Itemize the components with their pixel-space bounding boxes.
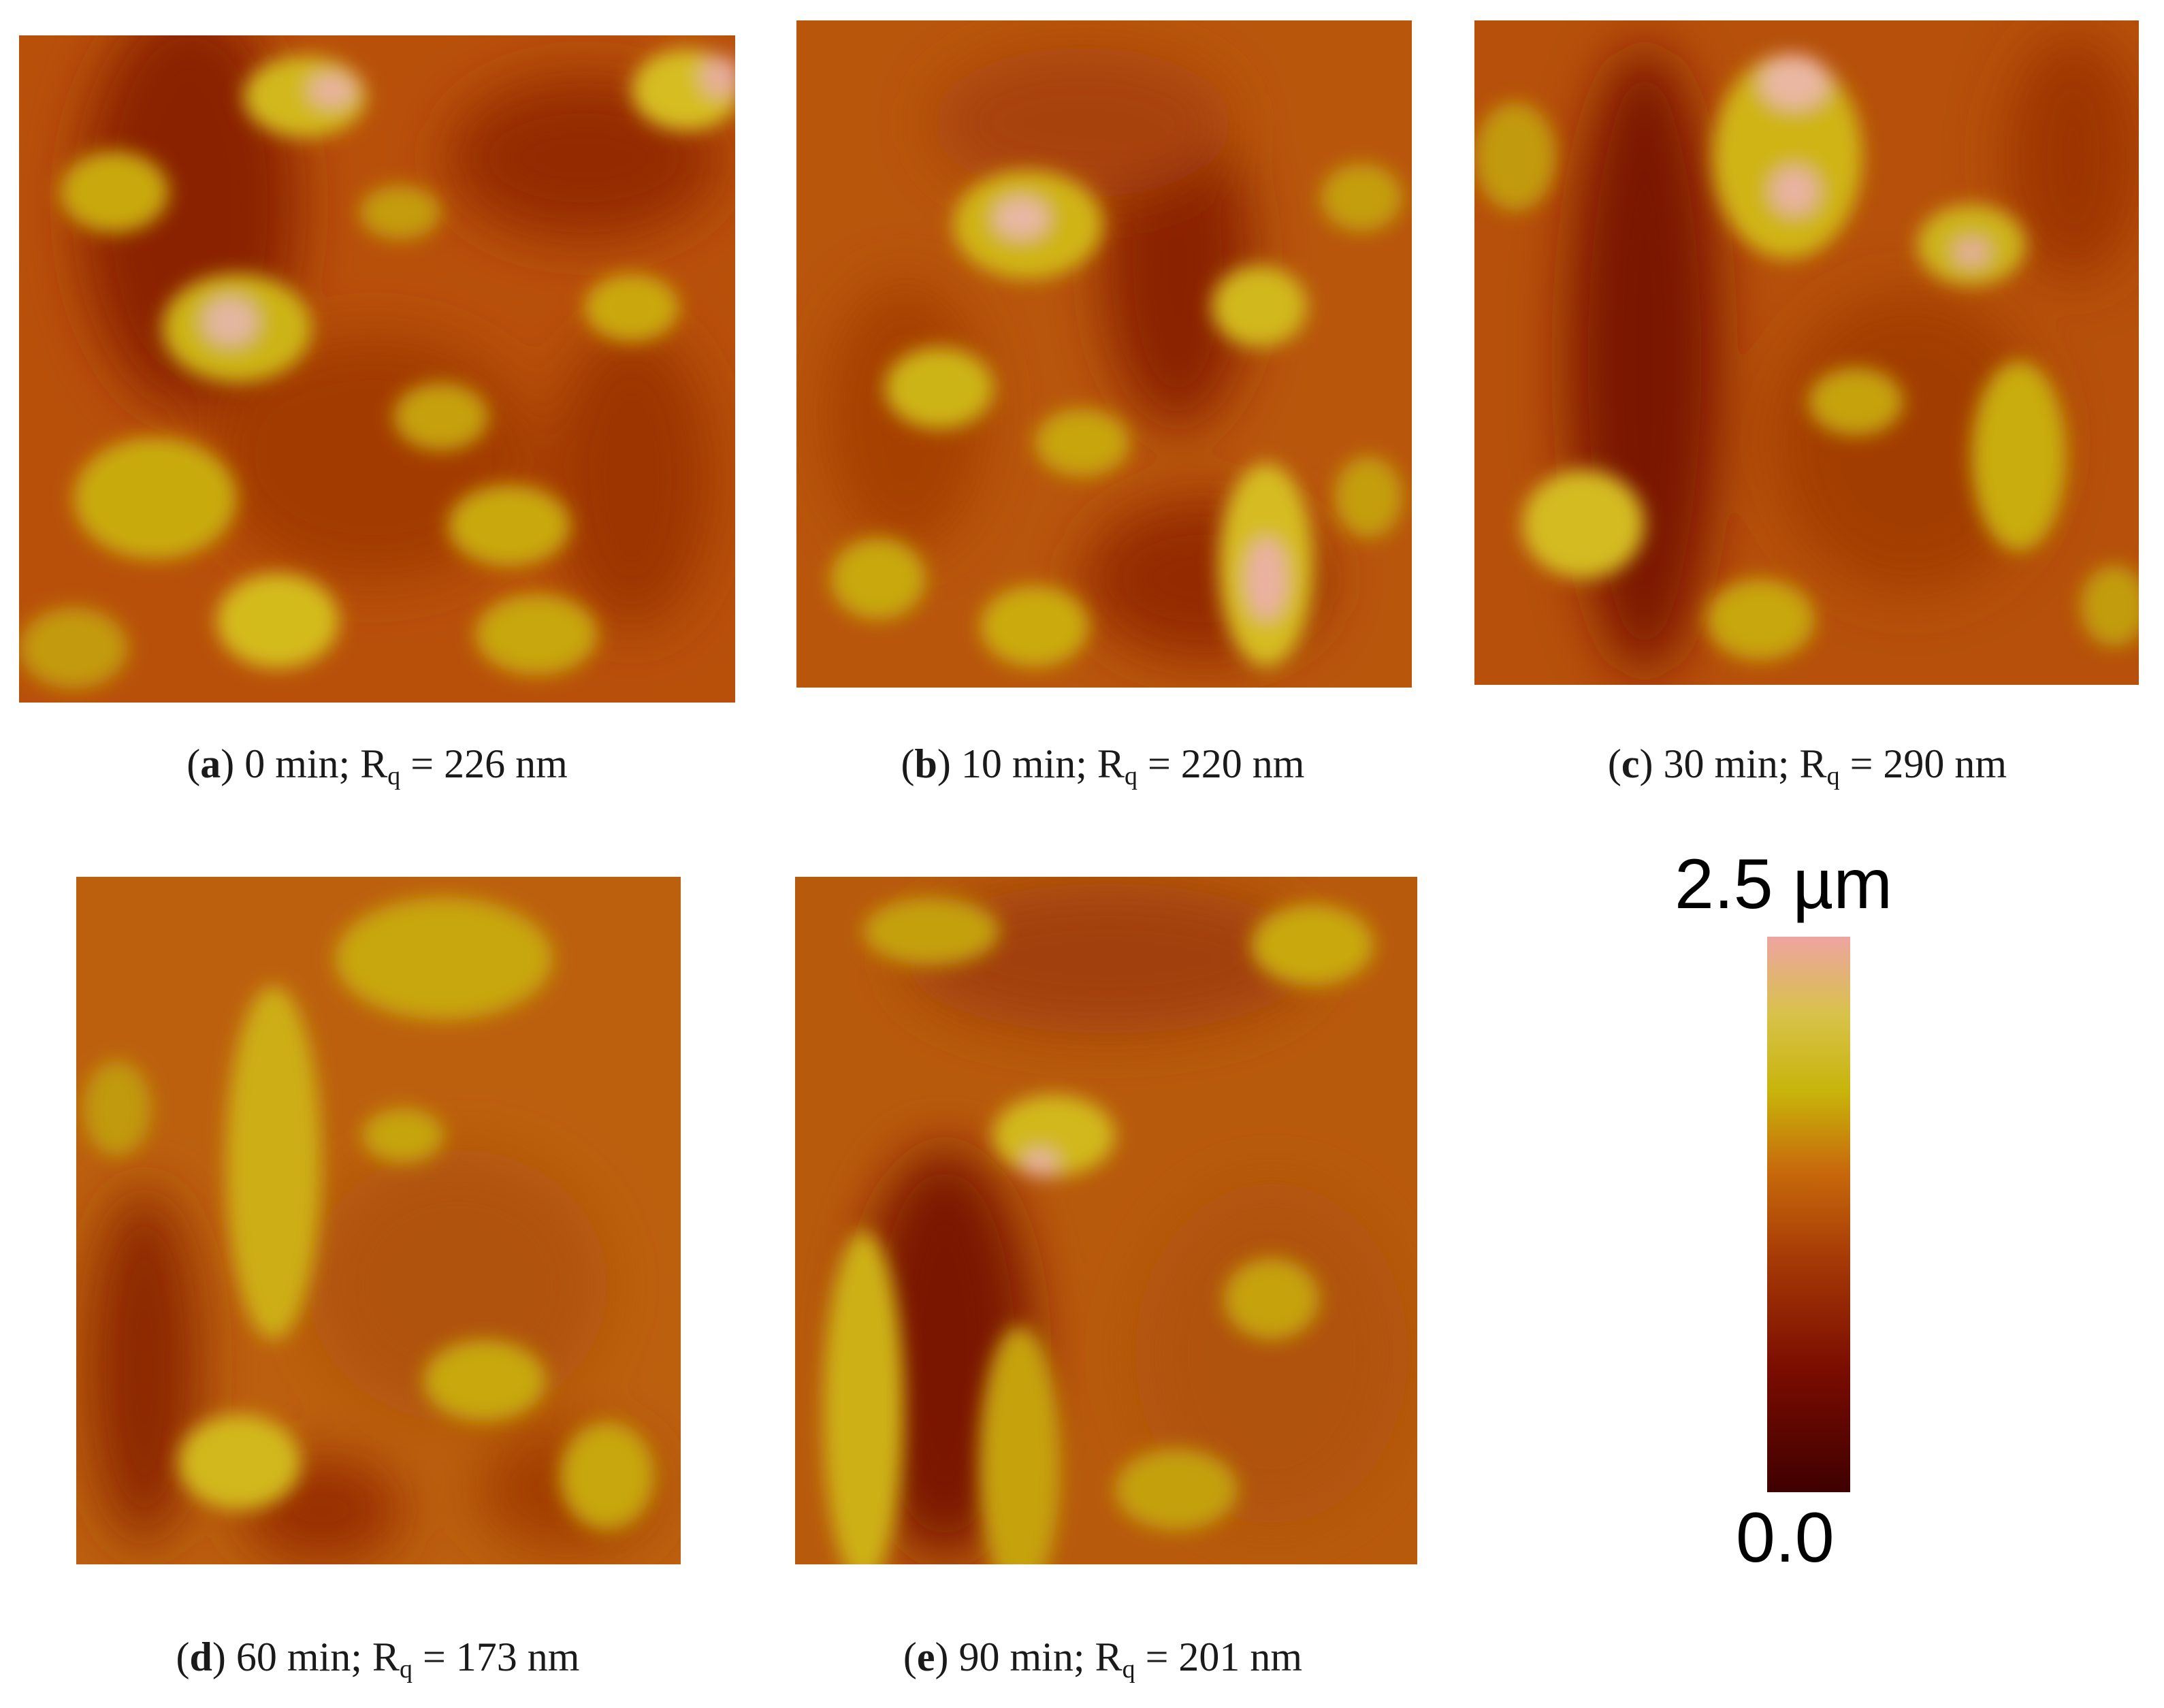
caption-a: (a) 0 min; Rq = 226 nm <box>187 741 568 790</box>
caption-d: (d) 60 min; Rq = 173 nm <box>176 1634 580 1683</box>
colorbar-max-label: 2.5 µm <box>1675 845 1893 924</box>
afm-image-c <box>1474 20 2139 685</box>
caption-b: (b) 10 min; Rq = 220 nm <box>901 741 1305 790</box>
caption-e: (e) 90 min; Rq = 201 nm <box>903 1634 1303 1683</box>
afm-image-a <box>19 35 735 703</box>
afm-image-e <box>795 877 1417 1564</box>
caption-c: (c) 30 min; Rq = 290 nm <box>1607 741 2007 790</box>
height-colorbar <box>1767 937 1850 1492</box>
afm-image-d <box>76 877 681 1564</box>
afm-image-b <box>796 20 1412 688</box>
colorbar-min-label: 0.0 <box>1736 1498 1835 1577</box>
